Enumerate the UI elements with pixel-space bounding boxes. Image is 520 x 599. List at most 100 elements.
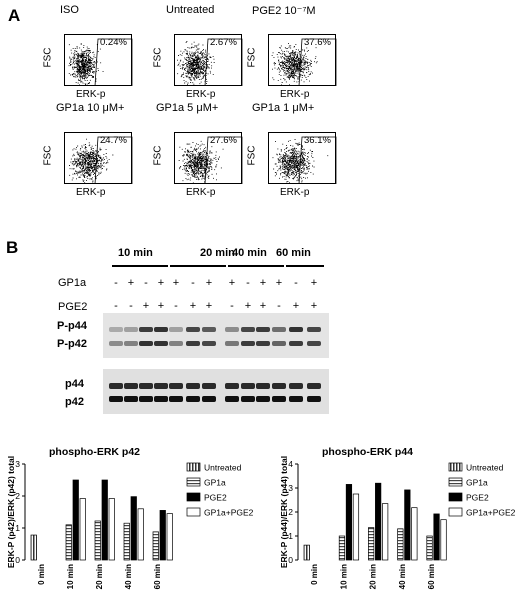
chart-title-p44: phospho-ERK p44: [322, 446, 413, 458]
x-tick-label: 10 min: [66, 564, 75, 589]
band-p-p44: [256, 327, 270, 332]
band-p42: [202, 396, 216, 402]
flow-events: [177, 41, 215, 85]
timepoint-label-40: 40 min: [232, 247, 267, 259]
y-tick-label: 2: [288, 507, 293, 517]
x-tick-label: 0 min: [37, 564, 46, 585]
band-p42: [241, 396, 255, 402]
band-p44: [307, 383, 321, 389]
bar: [352, 493, 360, 561]
bar: [123, 522, 130, 561]
band-p-p42: [169, 341, 183, 346]
band-label-p-p42: P-p42: [57, 338, 87, 350]
bar: [130, 496, 137, 561]
band-p-p42: [186, 341, 200, 346]
band-p42: [186, 396, 200, 402]
x-tick-label: 20 min: [95, 564, 104, 589]
legend-swatch: [186, 492, 201, 502]
flow-plot-frame: [174, 132, 243, 185]
flow-plot-frame: [64, 132, 133, 185]
flow-plot-title: ISO: [60, 4, 79, 16]
flow-x-axis-label: ERK-p: [280, 187, 310, 198]
chart-title-p42: phospho-ERK p42: [49, 446, 140, 458]
bar: [152, 531, 159, 561]
band-p42: [225, 396, 239, 402]
bar: [440, 519, 447, 561]
band-p-p44: [169, 327, 183, 332]
timepoint-label-60: 60 min: [276, 247, 311, 259]
treatment-sign: +: [310, 277, 318, 289]
band-p-p42: [124, 341, 138, 346]
treatment-sign: -: [191, 277, 195, 289]
band-p-p44: [225, 327, 239, 332]
band-p42: [256, 396, 270, 402]
phospho-blot-membrane: [103, 313, 329, 358]
treatment-sign: +: [292, 300, 300, 312]
treatment-sign: -: [114, 300, 118, 312]
treatment-sign: +: [228, 277, 236, 289]
band-p-p44: [241, 327, 255, 332]
y-axis-label: ERK-P (p42)/ERK (p42) total: [6, 456, 16, 568]
band-p-p42: [202, 341, 216, 346]
band-p-p42: [307, 341, 321, 346]
flow-plot-frame: [174, 34, 243, 87]
treatment-sign: -: [246, 277, 250, 289]
flow-gate-percent: 0.24%: [100, 37, 127, 48]
y-axis-label: ERK-P (p44)/ERK (p44) total: [279, 456, 289, 568]
flow-plot-title: Untreated: [166, 4, 215, 16]
band-p44: [289, 383, 303, 389]
band-p-p44: [139, 327, 153, 332]
band-p-p44: [186, 327, 200, 332]
flow-gate-percent: 37.6%: [304, 37, 331, 48]
treatment-sign: +: [172, 277, 180, 289]
bar: [411, 507, 418, 561]
total-blot-membrane: [103, 369, 329, 414]
x-tick-label: 60 min: [427, 564, 436, 589]
treatment-sign: -: [114, 277, 118, 289]
legend-label: GP1a+PGE2: [204, 508, 254, 518]
legend-label: PGE2: [204, 493, 227, 503]
flow-gate: [204, 38, 243, 87]
y-tick-label: 1: [15, 523, 20, 533]
y-tick-label: 0: [15, 555, 20, 565]
band-p-p42: [225, 341, 239, 346]
x-tick-label: 60 min: [153, 564, 162, 589]
band-p-p42: [241, 341, 255, 346]
treatment-sign: +: [205, 277, 213, 289]
bar: [30, 534, 37, 561]
y-tick-label: 3: [288, 483, 293, 493]
band-p-p42: [289, 341, 303, 346]
bar: [137, 508, 144, 561]
band-p-p44: [289, 327, 303, 332]
band-p42: [154, 396, 168, 402]
band-p44: [154, 383, 168, 389]
timepoint-label-10: 10 min: [118, 247, 153, 259]
band-p44: [241, 383, 255, 389]
treatment-sign: -: [294, 277, 298, 289]
flow-plot-title: GP1a 10 μM+: [56, 102, 125, 114]
bar: [72, 479, 79, 561]
flow-plot-frame: [268, 132, 337, 185]
bar: [108, 498, 115, 561]
flow-events: [178, 140, 224, 184]
band-p-p44: [124, 327, 138, 332]
treatment-sign: -: [277, 300, 281, 312]
row-label-gp1a: GP1a: [58, 277, 87, 289]
legend-label: GP1a+PGE2: [466, 508, 516, 518]
timepoint-label-20: 20 min: [200, 247, 235, 259]
flow-x-axis-label: ERK-p: [186, 89, 216, 100]
bar: [397, 528, 404, 561]
bar: [382, 503, 389, 561]
legend-label: GP1a: [204, 478, 226, 488]
flow-events: [69, 138, 114, 184]
bar: [159, 510, 166, 561]
flow-scatter: [177, 38, 243, 87]
y-tick-label: 2: [15, 491, 20, 501]
band-p44: [124, 383, 138, 389]
flow-plot-title: GP1a 1 μM+: [252, 102, 315, 114]
treatment-sign: +: [205, 300, 213, 312]
treatment-sign: +: [157, 300, 165, 312]
